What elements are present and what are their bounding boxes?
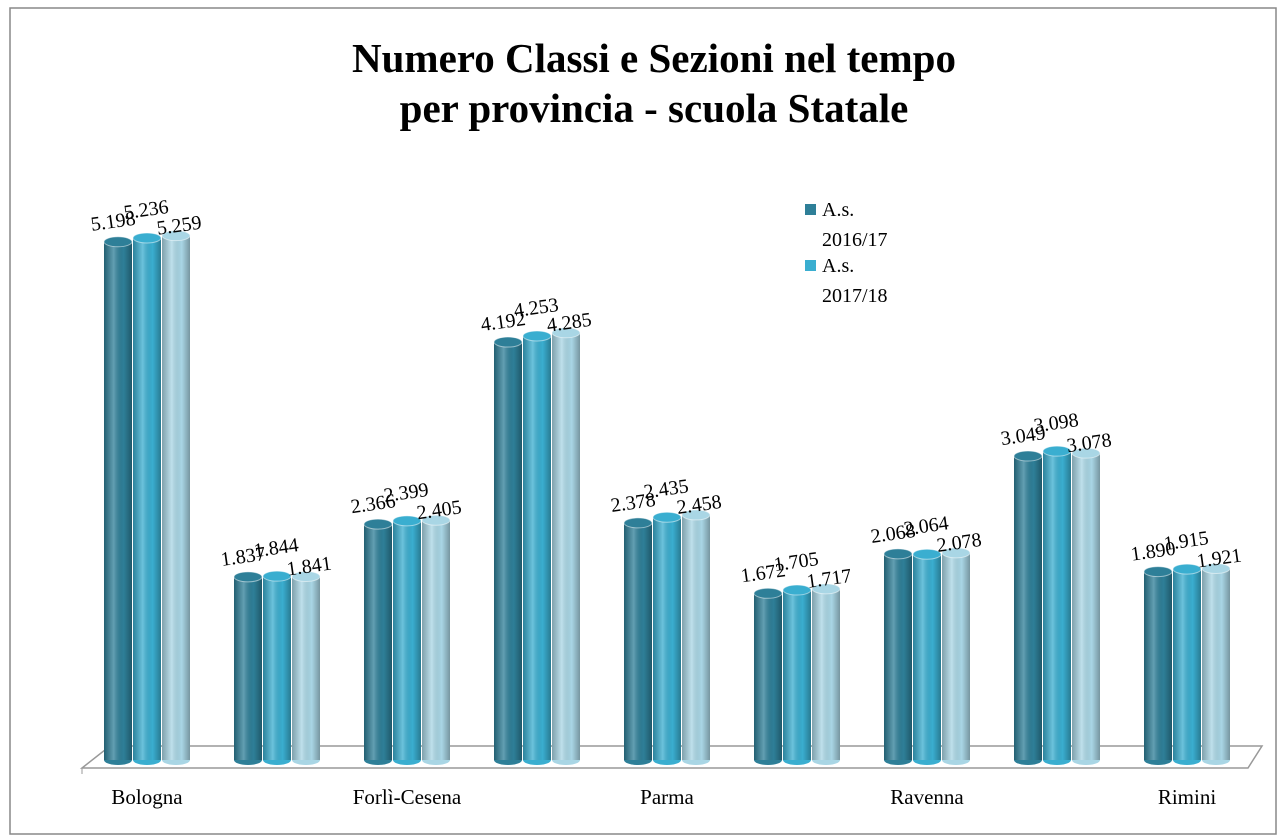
bar-shade xyxy=(1014,456,1042,760)
bar-shade xyxy=(292,576,320,760)
x-tick-label: Bologna xyxy=(111,785,183,809)
bar-shade xyxy=(393,520,421,760)
bar-cap xyxy=(1143,566,1173,578)
bar-cap xyxy=(161,230,191,242)
bar-cap xyxy=(753,587,783,599)
bar-shade xyxy=(1144,571,1172,760)
bar-cap xyxy=(1172,563,1202,575)
bar-shade xyxy=(364,524,392,760)
bar-cap xyxy=(941,547,971,559)
bar-cap xyxy=(1201,562,1231,574)
bar-shade xyxy=(942,552,970,760)
bar-shade xyxy=(754,593,782,760)
legend-label: A.s. 2017/18 xyxy=(822,255,888,307)
x-tick-label: Ravenna xyxy=(890,785,964,809)
bar-cap xyxy=(681,509,711,521)
bar-cap xyxy=(132,232,162,244)
legend-label: A.s. 2016/17 xyxy=(822,199,888,251)
bar-cap xyxy=(623,517,653,529)
bar-shade xyxy=(263,576,291,760)
bar-shade xyxy=(494,342,522,760)
chart-title: per provincia - scuola Statale xyxy=(400,85,909,131)
bar-cap xyxy=(912,548,942,560)
bar-shade xyxy=(884,553,912,760)
bar-cap xyxy=(811,583,841,595)
bar-shade xyxy=(653,517,681,760)
bar-cap xyxy=(522,330,552,342)
bar-cap xyxy=(883,548,913,560)
bar-cap xyxy=(551,327,581,339)
bar-cap xyxy=(421,514,451,526)
bar-cap xyxy=(233,571,263,583)
bar-cap xyxy=(363,518,393,530)
bar-cap xyxy=(782,584,812,596)
x-tick-label: Parma xyxy=(640,785,694,809)
chart-title: Numero Classi e Sezioni nel tempo xyxy=(352,35,956,81)
bar-shade xyxy=(812,588,840,760)
bar-cap xyxy=(291,570,321,582)
bar-shade xyxy=(422,520,450,760)
bar-shade xyxy=(624,522,652,760)
bar-cap xyxy=(103,236,133,248)
bar-shade xyxy=(234,576,262,760)
bar-shade xyxy=(104,241,132,760)
bar-cap xyxy=(1013,450,1043,462)
bar-cap xyxy=(493,336,523,348)
bar-shade xyxy=(913,554,941,760)
bar-shade xyxy=(523,335,551,760)
x-tick-label: Forlì-Cesena xyxy=(353,785,462,809)
bar-shade xyxy=(552,332,580,760)
bar-cap xyxy=(1071,447,1101,459)
bar-cap xyxy=(262,570,292,582)
x-tick-label: Rimini xyxy=(1158,785,1217,809)
bar-cap xyxy=(1042,445,1072,457)
bar-shade xyxy=(682,514,710,760)
bar-cap xyxy=(652,511,682,523)
legend-swatch xyxy=(805,260,816,271)
legend-swatch xyxy=(805,204,816,215)
bar-cap xyxy=(392,515,422,527)
bar-shade xyxy=(133,237,161,760)
bar-shade xyxy=(783,590,811,760)
bar-shade xyxy=(1173,569,1201,760)
bar-shade xyxy=(1202,568,1230,760)
bar-shade xyxy=(1072,453,1100,760)
bar-shade xyxy=(162,235,190,760)
bar-shade xyxy=(1043,451,1071,760)
